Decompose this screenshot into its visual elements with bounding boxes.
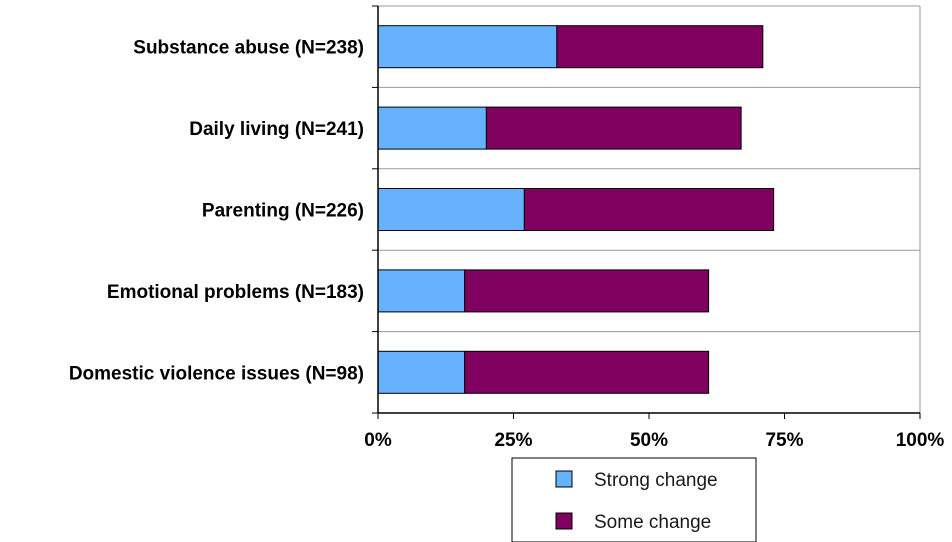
category-labels: Substance abuse (N=238) Daily living (N=2…: [69, 38, 364, 385]
bar-segment-strong-change: [377, 106, 487, 150]
bar-segment-some-change: [485, 106, 742, 150]
bar-segment-some-change: [464, 350, 710, 394]
legend-label: Some change: [594, 512, 711, 533]
bar-segment-some-change: [464, 269, 710, 313]
legend-label: Strong change: [594, 470, 718, 491]
x-tick-label: 0%: [364, 430, 392, 451]
x-tick-label: 50%: [630, 430, 668, 451]
bar-segment-strong-change: [377, 269, 466, 313]
bar-segment-some-change: [556, 25, 764, 69]
category-label: Parenting (N=226): [202, 201, 364, 222]
x-tick-label: 25%: [494, 430, 532, 451]
x-tick-label: 75%: [765, 430, 803, 451]
x-axis: 0% 25% 50% 75% 100%: [364, 5, 945, 451]
bars: [377, 25, 775, 394]
category-label: Domestic violence issues (N=98): [69, 363, 364, 384]
legend: Strong change Some change: [511, 457, 757, 542]
bar-segment-strong-change: [377, 25, 558, 69]
x-tick-label: 100%: [896, 430, 945, 451]
bar-segment-some-change: [523, 188, 775, 231]
legend-swatch: [555, 512, 573, 530]
category-separators: [378, 86, 920, 333]
bar-segment-strong-change: [377, 350, 466, 394]
category-label: Substance abuse (N=238): [133, 38, 364, 59]
legend-box: [511, 457, 757, 542]
category-label: Daily living (N=241): [189, 119, 364, 140]
category-label: Emotional problems (N=183): [107, 282, 364, 303]
bar-segment-strong-change: [377, 188, 525, 231]
legend-swatch: [555, 470, 573, 488]
